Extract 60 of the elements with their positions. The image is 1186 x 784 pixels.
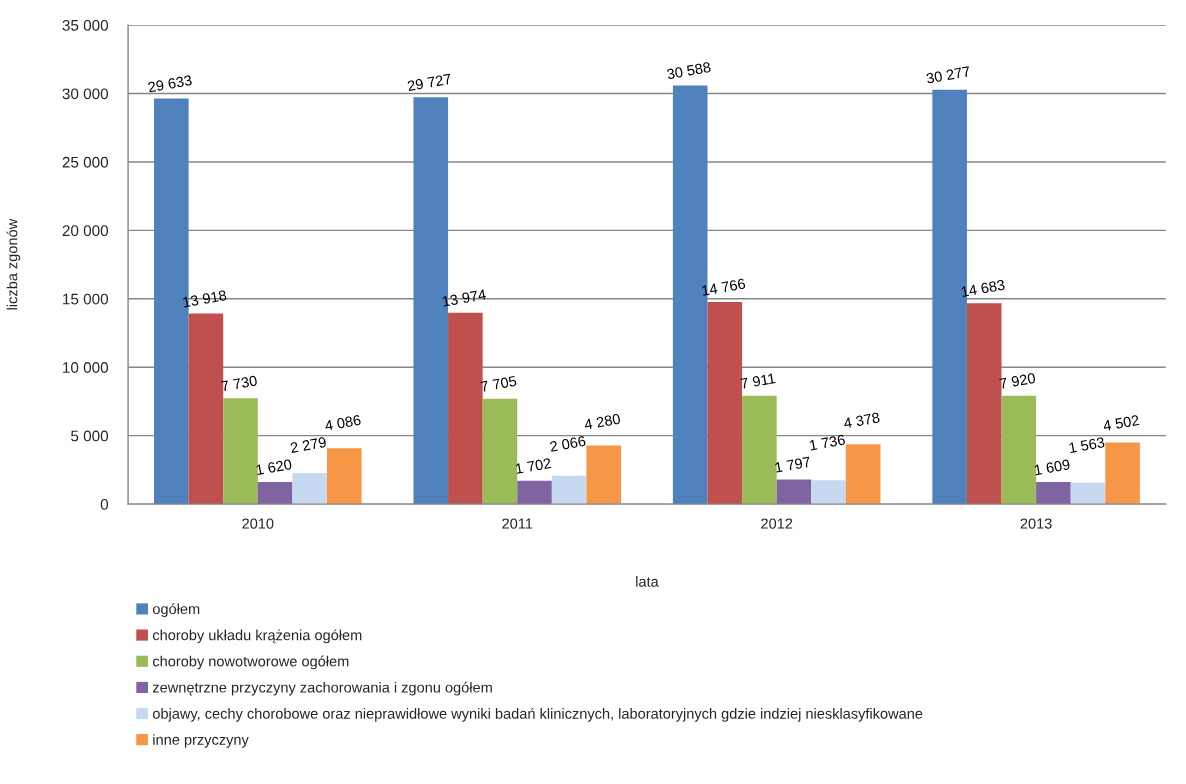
data-label: 7 705 <box>480 375 517 392</box>
bar <box>551 475 587 505</box>
data-label: 30 277 <box>925 66 971 84</box>
bar <box>845 444 881 505</box>
data-label: 13 974 <box>442 289 487 307</box>
bar <box>776 479 812 505</box>
data-label: 4 502 <box>1102 414 1140 432</box>
data-label: 14 683 <box>961 279 1006 298</box>
bar <box>223 398 258 505</box>
data-label: 7 911 <box>740 372 776 389</box>
x-tick-label: 2011 <box>502 518 533 529</box>
data-label: 7 920 <box>999 372 1036 389</box>
y-tick-label: 15 000 <box>63 293 109 305</box>
bar <box>1105 442 1140 505</box>
y-tick-label: 20 000 <box>62 225 109 237</box>
legend-label: choroby nowotworowe ogółem <box>152 655 349 670</box>
data-label: 4 280 <box>583 413 621 430</box>
data-label: 4 378 <box>843 412 881 429</box>
data-label: 29 633 <box>147 74 193 93</box>
bar <box>1070 482 1106 505</box>
data-label: 1 797 <box>774 456 811 473</box>
legend-label: ogółem <box>152 603 200 618</box>
y-tick-label: 25 000 <box>62 156 109 168</box>
data-label: 1 702 <box>515 457 552 475</box>
bar <box>1001 395 1037 505</box>
y-tick-label: 5 000 <box>71 430 109 442</box>
legend-label: zewnętrzne przyczyny zachorowania i zgonu ogółem <box>152 681 492 696</box>
legend-label: inne przyczyny <box>153 734 249 748</box>
data-label: 14 766 <box>701 278 746 296</box>
data-label: 1 563 <box>1068 436 1105 454</box>
bar <box>482 398 518 505</box>
y-tick-label: 10 000 <box>63 362 109 373</box>
bar <box>586 445 622 505</box>
bar <box>1036 482 1071 505</box>
bar <box>811 480 846 505</box>
data-label: 29 727 <box>407 73 452 92</box>
legend-label: objawy, cechy chorobowe oraz nieprawidłowe wyniki badań klinicznych, laboratoryjnych gdzie indziej niesklasyfikowane <box>152 707 923 722</box>
bar <box>257 481 293 505</box>
y-tick-label: 0 <box>100 498 109 510</box>
data-label: 7 730 <box>220 375 258 392</box>
data-label: 4 086 <box>324 414 362 431</box>
bar <box>517 480 552 505</box>
x-tick-label: 2010 <box>242 518 274 529</box>
data-label: 2 066 <box>549 435 586 452</box>
data-label: 1 620 <box>255 458 293 476</box>
y-tick-label: 35 000 <box>62 19 109 31</box>
bar <box>292 472 327 505</box>
data-label: 2 279 <box>290 436 327 454</box>
x-axis-title: lata <box>636 576 659 587</box>
bar <box>326 448 362 505</box>
data-label: 1 736 <box>809 434 846 451</box>
legend-label: choroby układu krążenia ogółem <box>152 629 362 644</box>
x-tick-label: 2013 <box>1020 518 1052 529</box>
x-tick-label: 2012 <box>761 518 793 529</box>
y-axis-title: liczba zgonów <box>6 218 21 310</box>
data-label: 1 609 <box>1034 459 1071 476</box>
bar <box>742 395 777 505</box>
data-label: 30 588 <box>666 61 712 80</box>
y-tick-label: 30 000 <box>62 88 109 100</box>
data-label: 13 918 <box>182 289 227 308</box>
